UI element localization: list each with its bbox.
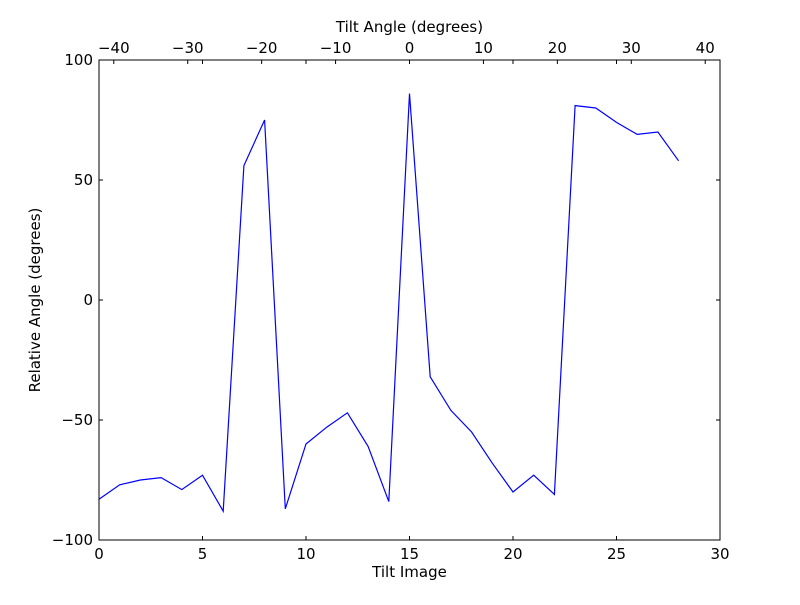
series-layer xyxy=(98,93,680,514)
top-x-tick-label: 40 xyxy=(696,39,715,57)
data-series-line xyxy=(98,93,680,514)
plot-area-frame xyxy=(98,59,721,541)
top-x-tick-label: −10 xyxy=(320,39,352,57)
top-x-tick-label: 30 xyxy=(622,39,641,57)
x-tick-label: 25 xyxy=(607,545,626,563)
top-x-tick-label: 10 xyxy=(474,39,493,57)
x-tick-label: 10 xyxy=(296,545,315,563)
y-tick-label: −50 xyxy=(61,411,93,429)
top-x-tick-label: −30 xyxy=(172,39,204,57)
x-tick-label: 30 xyxy=(710,545,729,563)
top-x-axis-title: Tilt Angle (degrees) xyxy=(335,18,483,36)
x-tick-label: 15 xyxy=(400,545,419,563)
y-tick-label: 0 xyxy=(83,291,93,309)
x-tick-label: 20 xyxy=(503,545,522,563)
top-x-tick-label: 0 xyxy=(405,39,415,57)
top-x-tick-label: −40 xyxy=(98,39,130,57)
tick-labels-layer: 0 5 10 15 20 25 30−40 −30 −20 −10 0 10 20 30 40−100−50… xyxy=(52,39,730,563)
y-tick-label: 100 xyxy=(64,51,93,69)
top-x-tick-label: −20 xyxy=(246,39,278,57)
y-axis-title: Relative Angle (degrees) xyxy=(26,208,44,393)
y-tick-label: 50 xyxy=(74,171,93,189)
top-x-tick-label: 20 xyxy=(548,39,567,57)
x-tick-label: 5 xyxy=(198,545,208,563)
x-axis-title: Tilt Image xyxy=(371,563,447,581)
x-tick-label: 0 xyxy=(94,545,104,563)
y-tick-label: −100 xyxy=(52,531,93,549)
